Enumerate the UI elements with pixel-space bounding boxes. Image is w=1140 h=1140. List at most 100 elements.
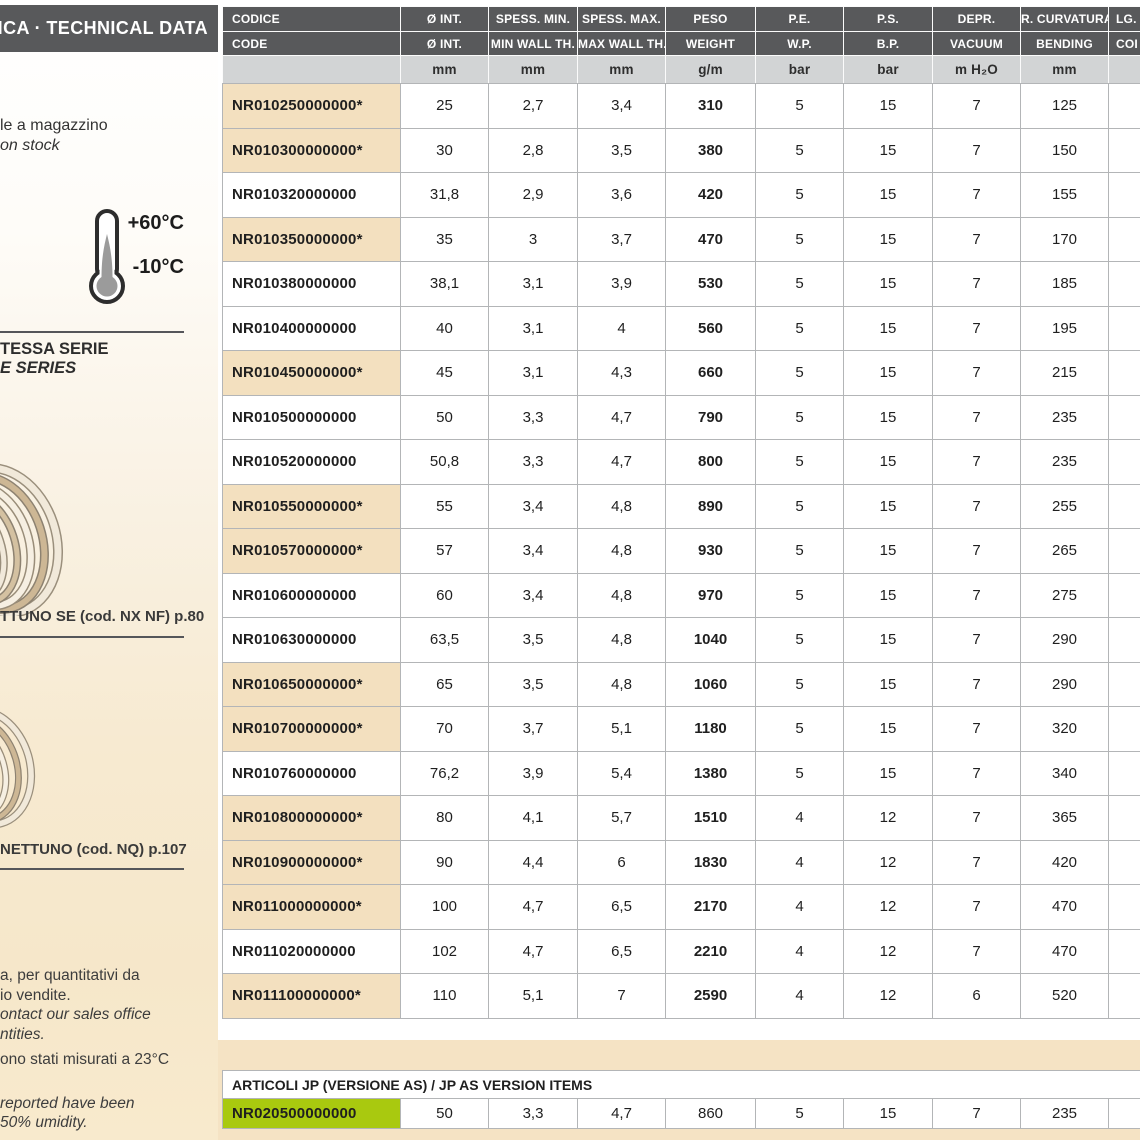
coil-length-cell (1108, 617, 1140, 663)
max-wall-cell: 3,7 (577, 216, 666, 262)
coil-length-cell (1108, 661, 1140, 707)
max-wall-cell: 4,8 (577, 528, 666, 574)
coil-length-cell (1108, 439, 1140, 485)
bending-radius-cell: 470 (1020, 928, 1109, 974)
vacuum-cell: 7 (932, 350, 1021, 396)
burst-pressure-cell: 15 (843, 261, 933, 307)
vacuum-cell: 7 (932, 216, 1021, 262)
divider (0, 636, 184, 638)
inner-diameter-cell: 50 (400, 1098, 489, 1129)
header-row-it: CODICE Ø INT. SPESS. MIN. SPESS. MAX. PE… (222, 6, 1140, 32)
bending-radius-cell: 255 (1020, 483, 1109, 529)
vacuum-cell: 7 (932, 305, 1021, 351)
product-code-cell: NR010700000000* (222, 706, 401, 752)
vacuum-cell: 7 (932, 617, 1021, 663)
series-note-it: TESSA SERIE (0, 340, 109, 358)
working-pressure-cell: 4 (755, 973, 844, 1019)
burst-pressure-cell: 15 (843, 750, 933, 796)
jp-section-header: ARTICOLI JP (VERSIONE AS) / JP AS VERSIO… (222, 1070, 1140, 1099)
vacuum-cell: 7 (932, 172, 1021, 218)
bending-radius-cell: 195 (1020, 305, 1109, 351)
hose-coil-image-1 (0, 462, 64, 616)
weight-cell: 2170 (665, 884, 756, 930)
burst-pressure-cell: 15 (843, 706, 933, 752)
vacuum-cell: 7 (932, 795, 1021, 841)
header-diam-en: Ø INT. (400, 31, 489, 56)
coil-length-cell (1108, 261, 1140, 307)
working-pressure-cell: 5 (755, 172, 844, 218)
bending-radius-cell: 365 (1020, 795, 1109, 841)
working-pressure-cell: 5 (755, 216, 844, 262)
bending-radius-cell: 265 (1020, 528, 1109, 574)
inner-diameter-cell: 57 (400, 528, 489, 574)
header-peso: PESO (665, 6, 756, 32)
inner-diameter-cell: 65 (400, 661, 489, 707)
vacuum-cell: 7 (932, 127, 1021, 173)
bending-radius-cell: 150 (1020, 127, 1109, 173)
vacuum-cell: 7 (932, 706, 1021, 752)
inner-diameter-cell: 50 (400, 394, 489, 440)
product-code-cell: NR011000000000* (222, 884, 401, 930)
coil-length-cell (1108, 350, 1140, 396)
product-code-cell: NR010900000000* (222, 839, 401, 885)
table-row: NR010900000000* 90 4,4 6 1830 4 12 7 420 (222, 839, 1140, 885)
table-row: NR020500000000 50 3,3 4,7 860 5 15 7 235 (222, 1098, 1140, 1129)
working-pressure-cell: 5 (755, 528, 844, 574)
max-wall-cell: 3,6 (577, 172, 666, 218)
header-code: CODE (222, 31, 401, 56)
footnote-line: a, per quantitativi da (0, 967, 140, 984)
burst-pressure-cell: 15 (843, 83, 933, 129)
product-code-cell: NR010650000000* (222, 661, 401, 707)
max-wall-cell: 3,9 (577, 261, 666, 307)
min-wall-cell: 2,9 (488, 172, 578, 218)
burst-pressure-cell: 12 (843, 928, 933, 974)
bending-radius-cell: 235 (1020, 439, 1109, 485)
footnote-line: io vendite. (0, 986, 71, 1004)
unit-mm-1: mm (400, 55, 489, 84)
product-code-cell: NR010350000000* (222, 216, 401, 262)
inner-diameter-cell: 90 (400, 839, 489, 885)
table-row: NR011020000000 102 4,7 6,5 2210 4 12 7 4… (222, 928, 1140, 974)
left-sidebar: ICA · TECHNICAL DATA le a magazzino on s… (0, 0, 218, 1140)
unit-code (222, 55, 401, 84)
product-code-cell: NR010320000000 (222, 172, 401, 218)
table-row: NR010400000000 40 3,1 4 560 5 15 7 195 (222, 305, 1140, 351)
burst-pressure-cell: 15 (843, 483, 933, 529)
thermometer-icon (89, 209, 125, 304)
inner-diameter-cell: 30 (400, 127, 489, 173)
product-code-cell: NR010520000000 (222, 439, 401, 485)
table-row: NR010350000000* 35 3 3,7 470 5 15 7 170 (222, 216, 1140, 262)
weight-cell: 660 (665, 350, 756, 396)
weight-cell: 1830 (665, 839, 756, 885)
inner-diameter-cell: 38,1 (400, 261, 489, 307)
table-row: NR010250000000* 25 2,7 3,4 310 5 15 7 12… (222, 83, 1140, 129)
min-wall-cell: 4,4 (488, 839, 578, 885)
burst-pressure-cell: 15 (843, 439, 933, 485)
unit-bar-1: bar (755, 55, 844, 84)
bending-radius-cell: 290 (1020, 617, 1109, 663)
bending-radius-cell: 320 (1020, 706, 1109, 752)
working-pressure-cell: 5 (755, 305, 844, 351)
jp-section-title: ARTICOLI JP (VERSIONE AS) / JP AS VERSIO… (222, 1070, 1140, 1099)
table-row: NR010380000000 38,1 3,1 3,9 530 5 15 7 1… (222, 261, 1140, 307)
weight-cell: 560 (665, 305, 756, 351)
working-pressure-cell: 5 (755, 617, 844, 663)
burst-pressure-cell: 12 (843, 884, 933, 930)
coil-length-cell (1108, 795, 1140, 841)
header-codice: CODICE (222, 6, 401, 32)
footnote-line: ono stati misurati a 23°C (0, 1051, 170, 1068)
burst-pressure-cell: 15 (843, 305, 933, 351)
burst-pressure-cell: 12 (843, 839, 933, 885)
temperature-min: -10°C (132, 256, 184, 278)
header-wp: W.P. (755, 31, 844, 56)
header-ps: P.S. (843, 6, 933, 32)
min-wall-cell: 4,1 (488, 795, 578, 841)
hose-coil-image-2 (0, 706, 36, 829)
table-row: NR010500000000 50 3,3 4,7 790 5 15 7 235 (222, 394, 1140, 440)
table-row: NR011000000000* 100 4,7 6,5 2170 4 12 7 … (222, 884, 1140, 930)
series-note-en: E SERIES (0, 359, 77, 377)
vacuum-cell: 7 (932, 439, 1021, 485)
working-pressure-cell: 4 (755, 839, 844, 885)
working-pressure-cell: 5 (755, 83, 844, 129)
max-wall-cell: 7 (577, 973, 666, 1019)
